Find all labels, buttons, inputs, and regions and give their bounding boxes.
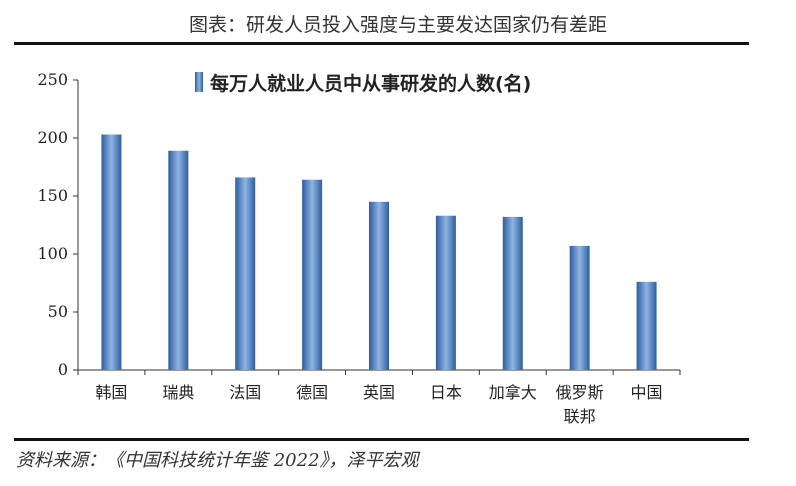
bar-2 [168, 150, 189, 370]
x-category-label: 韩国 [95, 383, 127, 402]
x-category-label: 英国 [363, 383, 395, 402]
x-category-label: 法国 [229, 383, 261, 402]
chart-legend: 每万人就业人员中从事研发的人数(名) [195, 72, 531, 95]
y-tick-label: 100 [37, 244, 68, 263]
bar-5 [369, 201, 389, 370]
x-category-label: 日本 [430, 383, 462, 402]
chart-labels: 韩国 瑞典 法国 德国 英国 日本 加拿大 俄罗斯联邦 中国 [95, 383, 662, 426]
x-category-label: 德国 [296, 383, 328, 402]
top-rule [14, 42, 749, 45]
legend-swatch [195, 72, 203, 92]
y-tick-label: 250 [37, 70, 68, 89]
bar-6 [435, 215, 456, 370]
bar-7 [502, 216, 523, 370]
bottom-rule [14, 438, 749, 441]
x-category-label: 俄罗斯联邦 [556, 383, 604, 426]
source-note: 资料来源：《中国科技统计年鉴 2022》，泽平宏观 [16, 450, 419, 471]
y-tick-label: 50 [48, 302, 68, 321]
legend-label: 每万人就业人员中从事研发的人数(名) [210, 72, 531, 95]
bar-1 [101, 134, 122, 370]
y-tick-label: 0 [58, 360, 68, 379]
bar-9 [636, 281, 657, 370]
chart-bars [101, 134, 657, 370]
y-tick-label: 200 [37, 128, 68, 147]
bar-3 [235, 177, 256, 370]
bar-8 [569, 245, 590, 370]
x-category-label: 加拿大 [489, 383, 537, 402]
x-category-label: 瑞典 [162, 383, 194, 402]
figure-title: 图表：研发人员投入强度与主要发达国家仍有差距 [188, 14, 607, 36]
bar-4 [302, 179, 323, 370]
y-tick-label: 150 [37, 186, 68, 205]
x-category-label: 中国 [631, 383, 663, 402]
